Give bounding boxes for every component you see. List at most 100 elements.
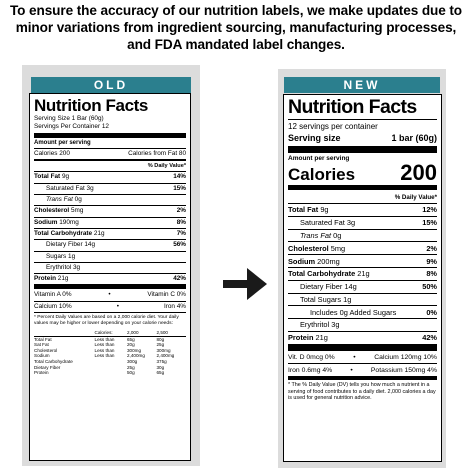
new-nutrient-row: Total Carbohydrate 21g 8%	[288, 268, 437, 281]
new-nutrient-row: Includes 0g Added Sugars 0%	[288, 306, 437, 320]
new-nutrient-row: Dietary Fiber 14g 50%	[288, 281, 437, 294]
old-dv-header: % Daily Value*	[147, 163, 186, 170]
new-servings: 12 servings per container	[288, 122, 378, 131]
old-dv-table-cell: Cholesterol	[34, 347, 58, 353]
old-nutrient-row: Trans Fat 0g	[34, 195, 186, 207]
new-nutrient-amount: 9g	[320, 205, 329, 215]
new-potassium: Potassium 150mg 4%	[370, 366, 437, 374]
old-nutrient-dv: 42%	[173, 275, 186, 283]
old-dv-table-row: Sodium Less than 2,400mg 2,400mg	[34, 353, 186, 359]
old-dv-table-cell: 2,000	[127, 330, 139, 336]
new-serving-label: Serving size	[288, 132, 341, 143]
old-dv-table-cell: 300g	[127, 359, 138, 365]
new-nutrient-label: Total Sugars	[300, 294, 342, 304]
old-nutrient-dv: 56%	[173, 241, 186, 249]
old-nutrient-amount: 3g	[86, 184, 94, 192]
old-nutrient-row: Total Carbohydrate 21g 7%	[34, 229, 186, 241]
old-nutrient-amount: 9g	[61, 173, 70, 181]
old-dv-table-cell: Less than	[94, 336, 115, 342]
new-nutrient-amount: 3g	[346, 218, 356, 228]
new-calories-value: 200	[400, 160, 437, 186]
new-nutrient-label: Total Carbohydrate	[288, 269, 356, 279]
old-nutrient-amount: 21g	[57, 275, 69, 283]
new-nutrient-dv: 8%	[426, 269, 437, 279]
old-dv-table-cell: Less than	[94, 353, 115, 359]
old-nutrient-dv: 14%	[173, 173, 186, 181]
new-nutrient-row: Trans Fat 0g	[288, 230, 437, 243]
new-calories-label: Calories	[288, 165, 356, 185]
old-nutrient-row: Total Fat 9g 14%	[34, 172, 186, 184]
old-nutrient-label: Cholesterol	[34, 207, 70, 215]
old-bullet: •	[116, 302, 119, 310]
new-nutrient-row: Total Fat 9g 12%	[288, 204, 437, 217]
new-nutrient-amount: 21g	[357, 269, 370, 279]
new-vitamin-d: Vit. D 0mcg 0%	[288, 354, 335, 362]
old-calories: Calories 200	[34, 149, 70, 157]
new-nutrient-dv: 42%	[422, 333, 437, 343]
old-nutrient-amount: 21g	[93, 229, 105, 237]
new-nutrient-row: Sodium 200mg 9%	[288, 255, 437, 268]
new-nutrient-label: Sodium	[288, 256, 316, 266]
new-nutrient-row: Saturated Fat 3g 15%	[288, 217, 437, 230]
new-nutrient-label: Cholesterol	[288, 243, 329, 253]
old-nutrient-label: Dietary Fiber	[46, 241, 83, 249]
new-nutrient-label: Dietary Fiber	[300, 282, 343, 292]
old-nutrient-amount: 14g	[84, 241, 96, 249]
old-dv-table-row: Calories: 2,000 2,500	[34, 330, 186, 337]
old-iron: Iron 4%	[163, 302, 186, 310]
old-dv-table-cell: 300mg	[127, 347, 142, 353]
old-bullet: •	[108, 291, 111, 299]
old-nutrient-dv: 15%	[173, 184, 186, 192]
old-nutrient-amount: 190mg	[59, 218, 79, 226]
old-nutrient-rows: Total Fat 9g 14% Saturated Fat 3g 15% Trans …	[34, 172, 186, 284]
new-nutrient-label: Saturated Fat	[300, 218, 345, 228]
old-dv-table-cell: Calories:	[94, 330, 113, 336]
old-dv-table-cell: Less than	[94, 342, 115, 348]
old-nutrient-label: Protein	[34, 275, 57, 283]
new-nutrition-label: Nutrition Facts 12 servings per containe…	[283, 94, 442, 462]
new-nutrient-dv: 15%	[422, 218, 437, 228]
new-calcium: Calcium 120mg 10%	[374, 354, 437, 362]
old-dv-table-cell: 375g	[156, 359, 167, 365]
old-footnote: * Percent Daily Values are based on a 2,…	[34, 315, 179, 327]
arrow-right-icon	[223, 268, 267, 300]
new-footnote: * The % Daily Value (DV) tells you how m…	[288, 382, 436, 402]
old-dv-table-cell: 30g	[156, 364, 165, 370]
intro-text: To ensure the accuracy of our nutrition …	[9, 3, 462, 52]
old-dv-table-cell: 65g	[127, 336, 135, 342]
old-calcium: Calcium 10%	[34, 302, 72, 310]
old-dv-table-row: Cholesterol Less than 300mg 300mg	[34, 348, 186, 354]
old-nutrient-row: Dietary Fiber 14g 56%	[34, 240, 186, 252]
new-nutrient-label: Protein	[288, 333, 314, 343]
old-nutrient-label: Sugars	[46, 252, 67, 260]
old-nutrient-amount: 1g	[68, 252, 76, 260]
new-nutrient-rows: Total Fat 9g 12% Saturated Fat 3g 15% Trans …	[288, 204, 437, 344]
new-bullet: •	[353, 354, 356, 362]
old-nutrient-row: Sodium 190mg 8%	[34, 218, 186, 229]
old-servings: Servings Per Container 12	[34, 123, 109, 131]
old-dv-table-cell: 65g	[156, 370, 165, 376]
new-nutrient-row: Cholesterol 5mg 2%	[288, 242, 437, 256]
old-dv-table-cell: 80g	[156, 336, 165, 342]
old-dv-table-cell: 300mg	[156, 347, 171, 353]
old-dv-table-row: Total Fat Less than 65g 80g	[34, 336, 186, 342]
new-nutrient-label: Includes 0g Added Sugars	[310, 307, 397, 317]
old-nutrient-label: Saturated Fat	[46, 184, 85, 192]
old-nutrient-amount: 5mg	[70, 207, 84, 215]
new-nutrient-amount: 1g	[343, 294, 352, 304]
old-dv-table-cell: 2,500	[156, 330, 168, 336]
new-dv-header: % Daily Value*	[394, 193, 437, 201]
old-dv-table-row: Total Carbohydrate 300g 375g	[34, 359, 186, 365]
old-tag: OLD	[31, 77, 191, 93]
new-nutrient-amount: 5mg	[330, 243, 346, 253]
old-dv-table-cell: 25g	[156, 342, 165, 348]
old-dv-table-row: Sat Fat Less than 20g 25g	[34, 342, 186, 348]
old-nutrient-row: Sugars 1g	[34, 252, 186, 263]
new-nutrient-dv: 9%	[426, 256, 437, 266]
old-dv-table-cell: Total Carbohydrate	[34, 359, 73, 365]
old-nutrient-row: Protein 21g 42%	[34, 274, 186, 284]
old-title: Nutrition Facts	[34, 96, 148, 115]
new-serving-value: 1 bar (60g)	[391, 132, 437, 143]
old-dv-table-cell: Total Fat	[34, 336, 52, 342]
old-dv-table: Calories: 2,000 2,500 Total Fat Less than 65g…	[34, 330, 186, 376]
